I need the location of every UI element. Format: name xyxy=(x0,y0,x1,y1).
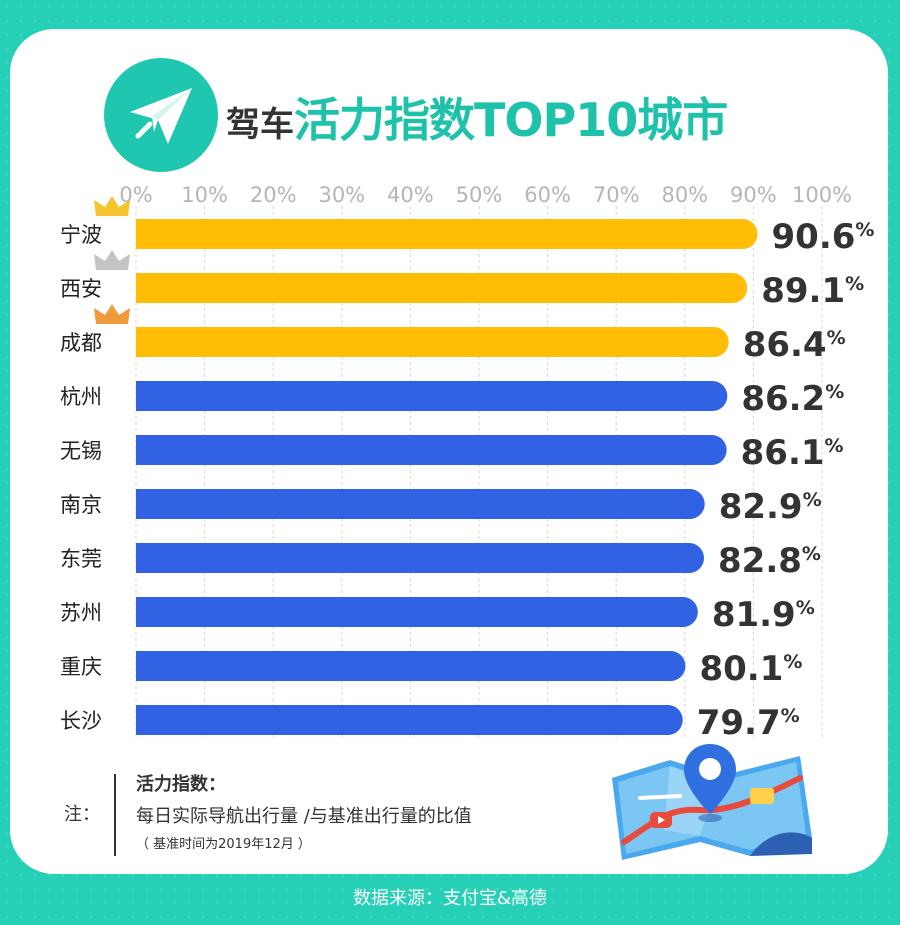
value-label: 82.9% xyxy=(719,487,822,527)
bar xyxy=(136,543,705,573)
note-body: 每日实际导航出行量 /与基准出行量的比值 xyxy=(136,806,472,827)
x-tick-label: 30% xyxy=(318,183,365,207)
bar xyxy=(136,219,758,249)
category-label: 东莞 xyxy=(60,547,102,571)
data-source: 数据来源：支付宝&高德 xyxy=(352,888,548,909)
note-title: 活力指数： xyxy=(136,774,226,795)
title-prefix: 驾车 xyxy=(226,105,294,145)
x-tick-label: 20% xyxy=(250,183,297,207)
map-illustration xyxy=(612,744,812,860)
note-divider xyxy=(114,774,116,856)
bar xyxy=(136,705,683,735)
category-label: 南京 xyxy=(60,493,102,517)
value-label: 86.2% xyxy=(741,379,844,419)
title-main: 活力指数TOP10城市 xyxy=(294,93,728,147)
category-label: 苏州 xyxy=(60,601,102,625)
bar xyxy=(136,381,728,411)
value-label: 81.9% xyxy=(712,595,815,635)
value-label: 79.7% xyxy=(697,703,800,743)
category-label: 成都 xyxy=(60,331,102,355)
bar xyxy=(136,489,705,519)
value-label: 86.4% xyxy=(743,325,846,365)
x-tick-label: 90% xyxy=(730,183,777,207)
note-small: （ 基准时间为2019年12月 ） xyxy=(136,837,311,852)
x-tick-label: 100% xyxy=(792,183,852,207)
bar xyxy=(136,273,748,303)
x-tick-label: 0% xyxy=(119,183,152,207)
value-label: 90.6% xyxy=(772,217,875,257)
category-label: 杭州 xyxy=(60,385,102,409)
category-label: 重庆 xyxy=(60,655,102,679)
page-title: 驾车 活力指数TOP10城市 xyxy=(226,84,728,148)
crown-icon xyxy=(94,250,130,270)
note-label: 注： xyxy=(64,804,100,825)
category-label: 无锡 xyxy=(60,439,102,463)
category-label: 西安 xyxy=(60,277,102,301)
x-tick-label: 40% xyxy=(387,183,434,207)
map-pin-icon xyxy=(684,744,736,822)
x-tick-label: 80% xyxy=(661,183,708,207)
bar xyxy=(136,597,698,627)
logo-badge xyxy=(104,58,218,172)
bar xyxy=(136,327,729,357)
x-tick-label: 70% xyxy=(593,183,640,207)
value-label: 86.1% xyxy=(741,433,844,473)
paper-plane-icon xyxy=(130,88,192,144)
crown-icon xyxy=(94,304,130,324)
x-tick-label: 60% xyxy=(524,183,571,207)
category-label: 宁波 xyxy=(60,223,102,247)
value-label: 89.1% xyxy=(761,271,864,311)
category-label: 长沙 xyxy=(60,709,102,733)
crown-icon xyxy=(94,196,130,216)
bar xyxy=(136,435,727,465)
x-tick-label: 10% xyxy=(181,183,228,207)
value-label: 82.8% xyxy=(718,541,821,581)
value-label: 80.1% xyxy=(699,649,802,689)
bar xyxy=(136,651,686,681)
x-tick-label: 50% xyxy=(456,183,503,207)
